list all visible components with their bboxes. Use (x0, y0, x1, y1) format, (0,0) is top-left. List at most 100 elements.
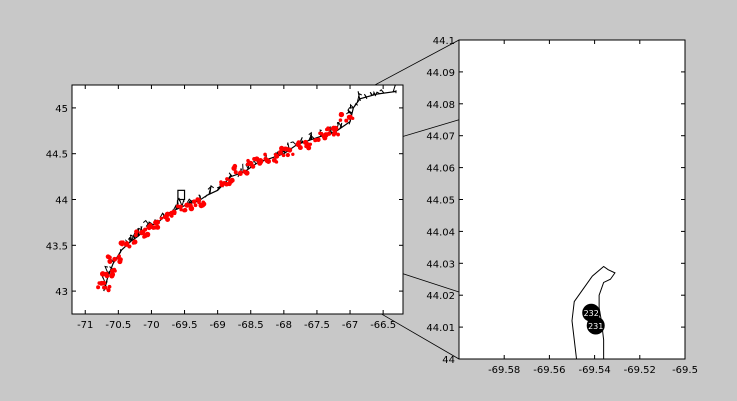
zoom-map-y-tick-label: 44.02 (426, 291, 455, 302)
overview-highlight-point (169, 210, 174, 215)
overview-highlight-point (112, 256, 118, 262)
overview-coastline-detail (392, 90, 397, 94)
overview-map-axes: -71 -70.5 -70 -69.5 -69 -68.5 -68 -67.5 -67 -66.5… (46, 84, 404, 331)
overview-highlight-point (103, 285, 108, 290)
zoom-map-y-tick-label: 44.06 (426, 164, 455, 175)
overview-map-y-tick-label: 44 (55, 196, 68, 207)
overview-coastline-detail (299, 137, 303, 144)
overview-coastline-detail (356, 93, 362, 103)
overview-map-y-ticks: 43 43.5 44 44.5 45 (46, 104, 403, 298)
overview-highlight-point (201, 204, 205, 208)
overview-coastline-detail (253, 161, 257, 165)
overview-highlight-point (101, 281, 106, 285)
overview-highlight-point (169, 214, 174, 218)
overview-highlight-point (142, 235, 146, 239)
overview-highlight-point (195, 197, 200, 202)
overview-highlight-point (313, 138, 318, 142)
overview-highlight-point (201, 200, 206, 205)
overview-highlight-point (257, 160, 263, 166)
overview-highlight-point (106, 288, 111, 293)
zoom-map-x-tick-label: -69.58 (488, 365, 520, 376)
overview-highlight-point (327, 127, 331, 131)
overview-highlight-point (319, 131, 324, 136)
overview-highlight-point (182, 208, 187, 213)
zoom-map-y-tick-label: 44.04 (426, 227, 455, 238)
zoom-map-y-ticks: 44 44.01 44.02 44.03 44.04 44.05 44.06 44.07 44.… (426, 36, 685, 366)
overview-highlight-point (332, 130, 338, 136)
overview-highlight-point (175, 204, 180, 209)
overview-highlight-point (132, 240, 136, 245)
overview-coastline-detail (308, 131, 313, 140)
overview-coastline-detail (363, 93, 368, 100)
overview-highlight-point (116, 255, 121, 260)
overview-highlight-point (97, 281, 102, 285)
overview-coastline-detail (129, 234, 133, 241)
overview-highlight-point (250, 164, 256, 169)
zoom-map-y-tick-label: 44.05 (426, 196, 455, 207)
zoom-map-y-tick-label: 44.08 (426, 100, 455, 111)
overview-coastline-detail (358, 95, 361, 102)
overview-highlight-point (191, 199, 197, 204)
overview-map-y-tick-label: 44.5 (46, 150, 68, 161)
overview-coastline-detail (137, 227, 141, 236)
overview-highlight-point (178, 204, 183, 209)
overview-highlight-point (281, 153, 286, 158)
overview-highlight-point (104, 273, 110, 279)
overview-coastline-detail (372, 90, 377, 97)
overview-coastline-detail (118, 251, 122, 255)
overview-map-x-tick-label: -68 (276, 320, 292, 331)
overview-highlight-point (308, 142, 313, 146)
overview-highlight-point (287, 147, 293, 153)
zoom-station-marker (586, 316, 605, 335)
overview-highlight-point (272, 158, 276, 163)
overview-highlight-point (282, 147, 286, 152)
overview-coastline-detail (283, 150, 287, 153)
overview-map-content (96, 85, 397, 293)
overview-coastline-detail (369, 91, 373, 96)
overview-highlight-point (346, 114, 352, 120)
overview-highlight-point (96, 285, 101, 290)
overview-highlight-point (351, 116, 355, 120)
overview-highlight-point (219, 181, 225, 188)
overview-coastline-detail (241, 163, 244, 173)
overview-inset-marker (177, 189, 186, 201)
overview-highlight-point (285, 152, 290, 158)
overview-coastline-detail (347, 109, 353, 116)
overview-highlight-point (326, 131, 332, 136)
overview-highlight-point (296, 140, 301, 145)
overview-highlight-point (184, 202, 190, 208)
overview-highlight-point (336, 132, 340, 137)
overview-highlight-point (332, 125, 339, 132)
overview-highlight-point (338, 118, 343, 122)
overview-highlight-point (151, 225, 156, 230)
overview-highlight-point (162, 214, 168, 220)
overview-highlight-point (237, 171, 243, 177)
overview-highlight-point (225, 177, 229, 181)
zoom-map-y-tick-label: 44.1 (433, 36, 455, 47)
zoom-map-plot-area (458, 39, 686, 360)
overview-coastline-detail (339, 122, 343, 129)
overview-map-x-tick-label: -71 (77, 320, 93, 331)
overview-highlight-point (166, 212, 170, 216)
zoom-map-x-ticks: -69.58 -69.56 -69.54 -69.52 -69.5 (488, 40, 698, 376)
zoom-map-x-tick-label: -69.5 (672, 365, 698, 376)
overview-highlight-point (148, 222, 153, 228)
overview-highlight-point (99, 271, 106, 277)
overview-highlight-point (263, 152, 267, 157)
overview-highlight-point (154, 221, 159, 226)
overview-coastline-detail (287, 142, 290, 151)
overview-highlight-point (339, 111, 345, 118)
overview-coastline-detail (349, 103, 354, 109)
zoom-map-x-tick-label: -69.54 (578, 365, 610, 376)
overview-highlight-point (120, 242, 124, 247)
overview-highlight-point (305, 144, 310, 149)
overview-highlight-point (172, 211, 177, 216)
overview-highlight-point (344, 118, 349, 123)
overview-coastline-detail (119, 249, 122, 252)
overview-highlight-point (254, 156, 260, 162)
overview-highlight-point (133, 233, 138, 238)
zoom-map-y-tick-label: 44.01 (426, 323, 455, 334)
overview-highlight-point (274, 153, 280, 159)
overview-highlight-point (242, 169, 247, 174)
